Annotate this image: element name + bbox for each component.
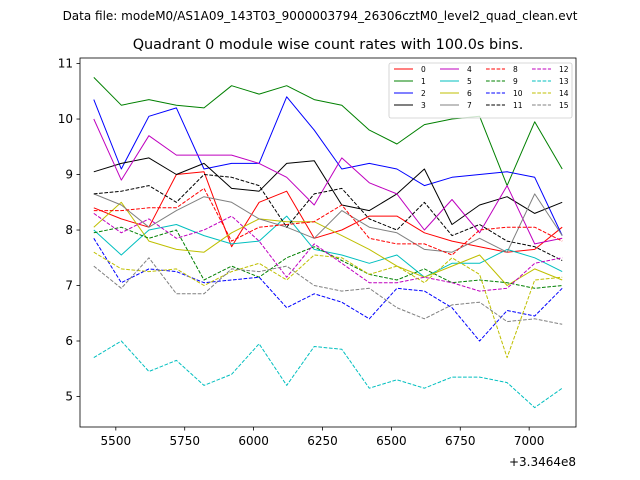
x-axis: 5500 5750 6000 6250 6500 6750 7000 <box>101 427 545 448</box>
x-tick-label: 7000 <box>514 434 545 448</box>
legend-label-2: 2 <box>421 89 426 98</box>
series-line-14 <box>93 251 563 359</box>
series-line-0 <box>93 171 563 253</box>
legend-frame <box>388 62 573 119</box>
series-line-2 <box>93 96 563 236</box>
legend-label-3: 3 <box>421 101 426 110</box>
series-line-6 <box>93 201 563 286</box>
x-tick-label: 5500 <box>101 434 132 448</box>
y-tick-label: 5 <box>65 389 73 403</box>
legend-label-10: 10 <box>513 89 523 98</box>
legend-label-13: 13 <box>559 77 569 86</box>
legend-label-12: 12 <box>559 65 569 74</box>
legend-label-4: 4 <box>467 65 472 74</box>
y-tick-label: 7 <box>65 279 73 293</box>
y-tick-label: 8 <box>65 223 73 237</box>
legend-label-9: 9 <box>513 77 518 86</box>
x-tick-label: 6500 <box>376 434 407 448</box>
series-line-4 <box>93 118 563 245</box>
x-tick-label: 6750 <box>445 434 476 448</box>
series-layer <box>93 77 563 409</box>
legend-label-15: 15 <box>559 101 569 110</box>
y-tick-label: 11 <box>58 57 73 71</box>
x-offset-label: +3.3464e8 <box>509 455 576 469</box>
legend-label-6: 6 <box>467 89 472 98</box>
x-tick-label: 6000 <box>238 434 269 448</box>
series-line-7 <box>93 193 563 253</box>
legend-label-7: 7 <box>467 101 472 110</box>
series-line-11 <box>93 174 563 261</box>
series-line-9 <box>93 226 563 289</box>
x-tick-label: 6250 <box>307 434 338 448</box>
series-line-15 <box>93 257 563 325</box>
y-tick-label: 9 <box>65 168 73 182</box>
series-line-12 <box>93 212 563 292</box>
series-line-13 <box>93 340 563 409</box>
legend-label-1: 1 <box>421 77 426 86</box>
series-line-8 <box>93 187 563 256</box>
y-tick-label: 10 <box>58 112 73 126</box>
y-tick-label: 6 <box>65 334 73 348</box>
x-tick-label: 5750 <box>169 434 200 448</box>
series-line-1 <box>93 77 563 187</box>
legend-label-5: 5 <box>467 77 472 86</box>
legend-label-8: 8 <box>513 65 518 74</box>
axes-frame <box>79 57 577 428</box>
suptitle: Data file: modeM0/AS1A09_143T03_90000037… <box>63 9 578 23</box>
y-axis: 5 6 7 8 9 10 11 <box>58 57 80 403</box>
series-line-10 <box>93 238 563 342</box>
legend-label-11: 11 <box>513 101 523 110</box>
series-line-3 <box>93 157 563 225</box>
legend-label-14: 14 <box>559 89 569 98</box>
legend-label-0: 0 <box>421 65 426 74</box>
series-line-5 <box>93 215 563 278</box>
chart-title: Quadrant 0 module wise count rates with … <box>133 37 524 53</box>
